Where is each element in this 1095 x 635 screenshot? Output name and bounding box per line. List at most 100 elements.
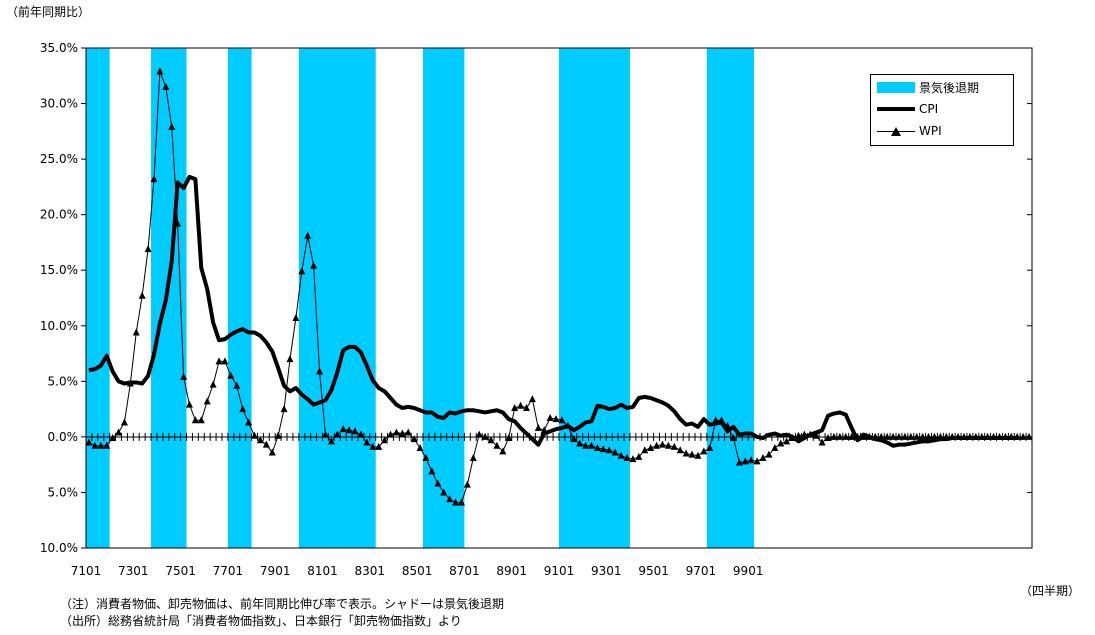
wpi-point: [463, 480, 471, 488]
wpi-point: [150, 175, 158, 183]
cpi-swatch: [877, 107, 915, 111]
wpi-point: [984, 432, 992, 440]
wpi-point: [812, 431, 820, 439]
wpi-point: [286, 355, 294, 363]
wpi-markers: [85, 67, 1033, 506]
wpi-point: [759, 454, 767, 461]
wpi-point: [233, 381, 241, 389]
wpi-point: [854, 432, 862, 440]
x-tick-label: 8901: [496, 564, 527, 578]
wpi-swatch: [877, 126, 915, 136]
wpi-point: [700, 447, 708, 455]
recession-bands: [86, 48, 755, 548]
wpi-point: [97, 441, 105, 449]
wpi-point: [351, 427, 359, 435]
note-text: （注）消費者物価、卸売物価は、前年同期比伸び率で表示。シャドーは景気後退期: [60, 597, 505, 611]
recession-band: [706, 48, 755, 548]
wpi-point: [85, 438, 93, 446]
wpi-point: [381, 436, 389, 444]
wpi-point: [422, 454, 430, 461]
x-tick-label: 7501: [165, 564, 196, 578]
wpi-point: [694, 451, 702, 459]
wpi-point: [522, 404, 530, 411]
wpi-point: [132, 328, 140, 336]
wpi-point: [162, 82, 170, 90]
wpi-point: [487, 436, 495, 444]
wpi-point: [871, 432, 879, 440]
wpi-point: [215, 357, 223, 365]
y-unit-label: （前年同期比）: [6, 5, 91, 19]
wpi-point: [138, 291, 146, 299]
wpi-point: [995, 432, 1003, 440]
wpi-point: [741, 457, 749, 465]
wpi-point: [848, 432, 856, 440]
wpi-point: [363, 438, 371, 446]
wpi-point: [262, 440, 270, 448]
recession-band: [86, 48, 110, 548]
wpi-point: [653, 441, 661, 449]
wpi-point: [256, 436, 264, 444]
wpi-point: [877, 432, 885, 440]
wpi-point: [930, 432, 938, 440]
triangle-marker-icon: [891, 126, 901, 136]
wpi-point: [647, 444, 655, 451]
source-text: （出所）総務省統計局「消費者物価指数」、日本銀行「卸売物価指数」より: [60, 614, 462, 628]
x-tick-label: 8501: [402, 564, 433, 578]
wpi-point: [251, 431, 259, 439]
wpi-point: [268, 448, 276, 456]
y-tick-label: 5.0%: [48, 485, 79, 499]
wpi-point: [576, 439, 584, 447]
wpi-point: [582, 441, 590, 449]
wpi-point: [168, 122, 176, 130]
wpi-point: [747, 456, 755, 464]
wpi-point: [109, 434, 117, 441]
wpi-point: [670, 442, 678, 450]
wpi-point: [469, 454, 477, 461]
wpi-point: [280, 405, 288, 413]
plot-area-border: [85, 47, 1033, 549]
wpi-point: [540, 426, 548, 434]
x-tick-label: 8701: [449, 564, 480, 578]
wpi-point: [889, 432, 897, 440]
wpi-point: [517, 401, 525, 409]
wpi-point: [552, 415, 560, 423]
wpi-point: [245, 418, 253, 426]
y-tick-label: 35.0%: [40, 41, 78, 55]
wpi-point: [623, 454, 631, 461]
wpi-point: [185, 400, 193, 408]
wpi-point: [369, 442, 377, 450]
wpi-point: [357, 430, 365, 438]
wpi-point: [635, 452, 643, 460]
wpi-point: [511, 404, 519, 411]
wpi-point: [156, 67, 164, 75]
wpi-point: [144, 245, 152, 253]
wpi-point: [457, 498, 465, 506]
wpi-point: [375, 442, 383, 450]
y-tick-label: 10.0%: [40, 319, 78, 333]
wpi-point: [794, 431, 802, 439]
wpi-point: [446, 495, 454, 503]
x-tick-label: 7301: [118, 564, 149, 578]
wpi-point: [434, 479, 442, 487]
wpi-point: [907, 432, 915, 440]
wpi-point: [948, 432, 956, 440]
wpi-point: [339, 425, 347, 433]
wpi-point: [729, 434, 737, 441]
wpi-point: [605, 446, 613, 454]
wpi-point: [990, 432, 998, 440]
wpi-point: [925, 432, 933, 440]
wpi-point: [316, 367, 324, 375]
x-tick-label: 7901: [260, 564, 291, 578]
y-tick-label: 0.0%: [48, 430, 79, 444]
wpi-point: [227, 371, 235, 379]
wpi-point: [688, 450, 696, 458]
wpi-point: [818, 438, 826, 446]
wpi-point: [593, 444, 601, 451]
x-tick-label: 8101: [307, 564, 338, 578]
wpi-point: [972, 432, 980, 440]
wpi-point: [174, 219, 182, 227]
wpi-point: [1025, 432, 1033, 440]
wpi-point: [777, 439, 785, 447]
wpi-point: [452, 498, 460, 506]
wpi-point: [954, 432, 962, 440]
